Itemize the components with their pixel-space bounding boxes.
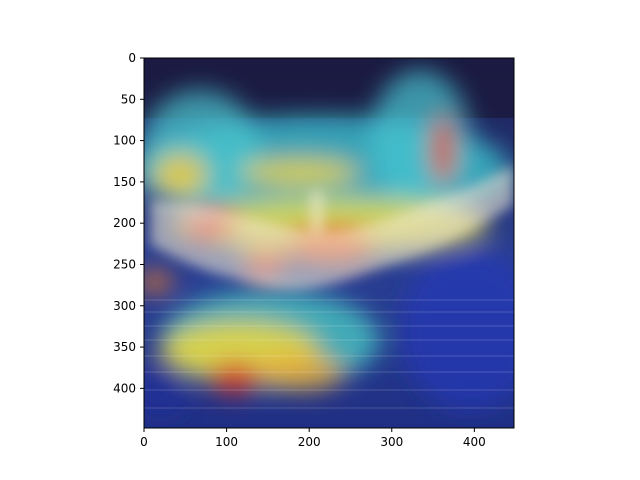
y-tick-label: 400 [113,381,136,395]
y-axis: 0 50 100 150 200 250 300 350 400 [113,51,144,395]
y-tick-label: 100 [113,134,136,148]
water-ripples [144,299,514,409]
y-tick-label: 200 [113,216,136,230]
y-tick-label: 250 [113,257,136,271]
y-tick-label: 0 [128,51,136,65]
heatmap-image [144,58,514,428]
y-tick-label: 300 [113,299,136,313]
y-tick-label: 50 [121,92,136,106]
x-axis: 0 100 200 300 400 [140,428,486,449]
x-tick-label: 200 [298,435,321,449]
x-tick-label: 0 [140,435,148,449]
x-tick-label: 400 [463,435,486,449]
x-tick-label: 100 [215,435,238,449]
axes-frame [143,57,515,429]
pelican-silhouette [150,165,514,290]
x-tick-label: 300 [380,435,403,449]
y-tick-label: 350 [113,340,136,354]
y-tick-label: 150 [113,175,136,189]
